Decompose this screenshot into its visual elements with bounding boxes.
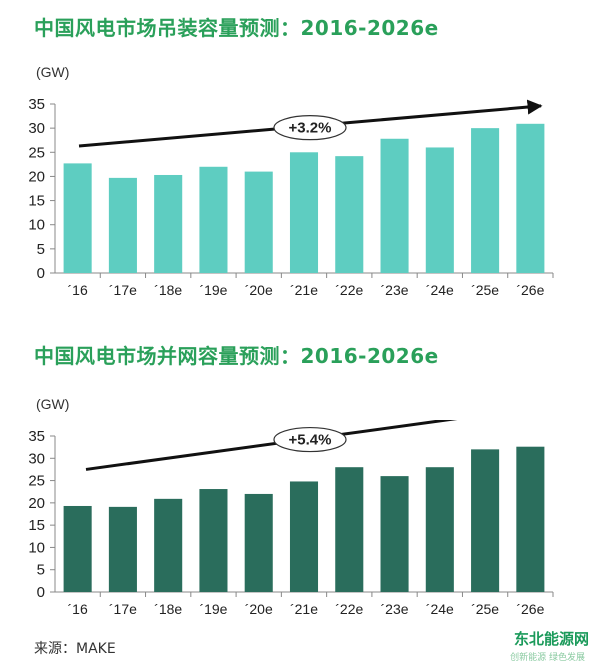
x-tick-label-9: ´25e	[471, 601, 499, 617]
x-tick-label-1: ´17e	[109, 601, 137, 617]
y-tick-label: 30	[28, 450, 45, 467]
bar-5	[289, 152, 319, 273]
bar-8	[425, 467, 454, 592]
y-tick-label: 5	[37, 241, 45, 258]
x-tick-label-7: ´23e	[381, 601, 409, 617]
y-tick-label: 15	[28, 517, 45, 534]
y-tick-label: 30	[28, 120, 45, 137]
bar-0	[63, 163, 92, 273]
x-tick-label-2: ´18e	[154, 282, 182, 298]
bar-0	[63, 505, 92, 592]
x-tick-label-1: ´17e	[109, 282, 137, 298]
bar-8	[425, 147, 454, 273]
x-tick-label-0: ´16	[68, 282, 88, 298]
x-tick-label-4: ´20e	[245, 282, 273, 298]
y-unit-label-grid-connection: (GW)	[36, 396, 70, 412]
bar-3	[199, 489, 228, 592]
x-tick-label-6: ´22e	[335, 601, 363, 617]
y-tick-label: 15	[28, 193, 45, 210]
x-tick-label-8: ´24e	[426, 601, 454, 617]
bar-4	[244, 171, 273, 273]
x-tick-label-5: ´21e	[290, 601, 318, 617]
x-tick-label-8: ´24e	[426, 282, 454, 298]
x-tick-label-6: ´22e	[335, 282, 363, 298]
y-tick-label: 25	[28, 144, 45, 161]
bar-4	[244, 493, 273, 592]
x-tick-label-0: ´16	[68, 601, 88, 617]
y-tick-label: 10	[28, 217, 45, 234]
y-tick-label: 35	[28, 428, 45, 445]
bar-7	[380, 138, 409, 273]
growth-rate-label: +5.4%	[289, 432, 332, 449]
x-tick-label-3: ´19e	[199, 282, 227, 298]
x-tick-label-7: ´23e	[381, 282, 409, 298]
x-tick-label-10: ´26e	[516, 282, 544, 298]
y-tick-label: 5	[37, 562, 45, 579]
annotation-oval	[273, 115, 347, 141]
bar-10	[516, 123, 545, 273]
bar-2	[154, 174, 183, 273]
bar-3	[199, 166, 228, 273]
y-tick-label: 0	[37, 265, 45, 282]
bar-1	[108, 177, 137, 273]
grid-connection-bar-chart: 0 5 10 15 20 25 30 35 ´16 ´17e ´18e ´19e ´20e ´21e ´22…	[28, 420, 554, 617]
chart-title-grid-connection: 中国风电市场并网容量预测：2016-2026e	[34, 344, 439, 368]
bar-2	[154, 498, 183, 592]
y-unit-label-installation: (GW)	[36, 64, 70, 80]
bar-6	[335, 467, 364, 592]
installation-bar-chart: 0 5 10 15 20 25 30 35 ´16 ´17e ´18e ´19e ´20e ´21e ´22…	[28, 96, 554, 298]
x-tick-label-2: ´18e	[154, 601, 182, 617]
bar-6	[335, 156, 364, 273]
bar-5	[289, 481, 319, 592]
source-note: 来源：MAKE	[34, 641, 116, 657]
y-tick-label: 0	[37, 584, 45, 601]
bar-10	[516, 446, 545, 592]
watermark-logo: 东北能源网	[513, 630, 589, 648]
y-tick-label: 20	[28, 495, 45, 512]
bar-1	[108, 506, 137, 592]
y-tick-label: 35	[28, 96, 45, 113]
watermark-subtitle: 创新能源 绿色发展	[510, 653, 585, 663]
x-tick-label-4: ´20e	[245, 601, 273, 617]
bar-9	[471, 449, 500, 592]
annotation-oval	[273, 426, 347, 453]
x-tick-label-3: ´19e	[199, 601, 227, 617]
chart-title-installation: 中国风电市场吊装容量预测：2016-2026e	[34, 16, 439, 40]
x-tick-label-5: ´21e	[290, 282, 318, 298]
bar-9	[471, 128, 500, 273]
y-tick-label: 20	[28, 168, 45, 185]
bar-7	[380, 476, 409, 592]
y-tick-label: 25	[28, 473, 45, 490]
x-tick-label-9: ´25e	[471, 282, 499, 298]
x-tick-label-10: ´26e	[516, 601, 544, 617]
y-tick-label: 10	[28, 539, 45, 556]
growth-rate-label: +3.2%	[289, 120, 332, 137]
